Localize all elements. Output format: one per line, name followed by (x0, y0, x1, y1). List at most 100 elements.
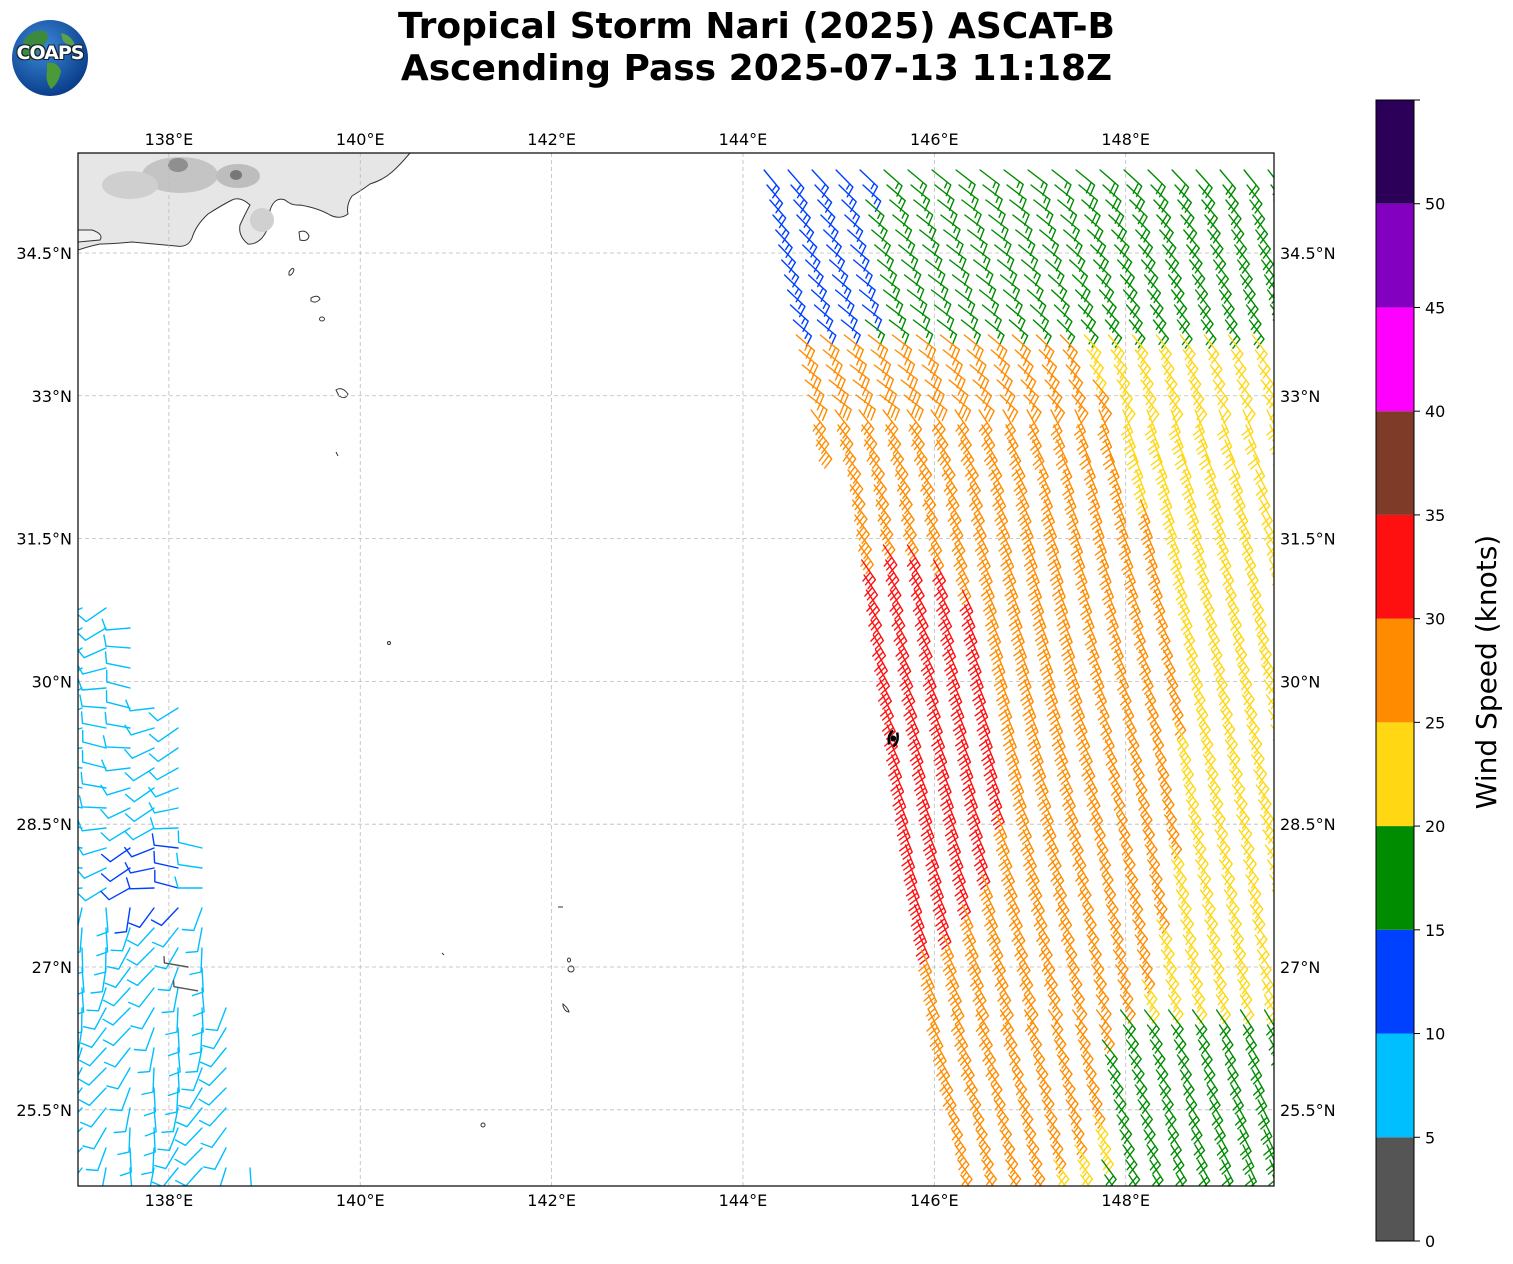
wind-barb (994, 244, 1015, 271)
wind-barb (915, 934, 930, 965)
wind-barb (165, 1087, 179, 1116)
wind-barb (999, 994, 1014, 1025)
wind-barb (1012, 214, 1033, 241)
wind-barb (1263, 1129, 1274, 1160)
wind-barb (942, 799, 957, 830)
wind-barb (955, 169, 976, 196)
wind-barb (1145, 544, 1158, 575)
wind-barb (967, 649, 982, 680)
wind-barb (1231, 469, 1244, 500)
wind-barb (980, 574, 995, 605)
wind-barb (1116, 379, 1133, 409)
wind-barb (822, 349, 843, 377)
wind-barb (154, 947, 179, 970)
wind-barb (987, 619, 1002, 650)
wind-barb (1152, 1054, 1169, 1084)
wind-barb (1015, 649, 1030, 680)
wind-barb (979, 874, 993, 905)
wind-barb (942, 949, 957, 980)
wind-barb (969, 364, 990, 392)
wind-barb (1138, 499, 1151, 530)
wind-barb (1125, 1159, 1141, 1186)
wind-barb (1007, 754, 1022, 785)
wind-barb (1066, 499, 1079, 530)
wind-barb (781, 259, 800, 288)
wind-barb (1023, 544, 1038, 575)
wind-barb (913, 919, 928, 950)
wind-barb (1272, 319, 1274, 322)
wind-barb (78, 845, 107, 856)
storm-symbol-center (890, 735, 897, 742)
wind-barb (1221, 304, 1238, 334)
wind-barb (1195, 424, 1208, 455)
wind-barb (148, 802, 179, 814)
wind-barb (766, 184, 784, 214)
wind-barb (1107, 1069, 1124, 1099)
lat-tick-label-right: 25.5°N (1280, 1101, 1336, 1120)
wind-barb (1162, 244, 1180, 274)
wind-barb (929, 1024, 944, 1055)
wind-barb (1156, 214, 1174, 243)
wind-barb (104, 1047, 131, 1068)
wind-barb (1254, 934, 1270, 965)
wind-barb (871, 469, 888, 499)
wind-barb (922, 664, 937, 695)
wind-barb (85, 1147, 107, 1172)
wind-barb (1187, 499, 1200, 530)
wind-barb (1083, 454, 1096, 485)
wind-barb (124, 767, 155, 782)
wind-barb (172, 979, 199, 992)
wind-barb (961, 199, 982, 226)
wind-barb (1231, 229, 1248, 259)
wind-barb (923, 499, 939, 530)
wind-barb (1122, 289, 1141, 319)
wind-barb (984, 319, 1005, 347)
wind-barb (106, 669, 131, 689)
wind-barb (1179, 754, 1194, 785)
wind-barb (807, 394, 828, 421)
wind-barb (1252, 919, 1268, 949)
wind-barb (219, 1167, 227, 1186)
wind-barb (901, 259, 922, 286)
wind-barb (903, 859, 918, 890)
wind-barb (1147, 859, 1163, 889)
wind-barb (1107, 454, 1120, 485)
wind-barb (1053, 1159, 1070, 1186)
wind-barb (1142, 829, 1158, 860)
wind-barb (1127, 889, 1144, 919)
wind-barb (1143, 274, 1162, 304)
wind-barb (1035, 334, 1055, 363)
wind-barb (951, 274, 973, 301)
wind-barb (817, 199, 836, 228)
wind-barb (954, 1024, 969, 1055)
wind-barb (796, 214, 815, 243)
wind-barb (1174, 184, 1192, 213)
wind-barb (100, 784, 131, 796)
wind-barb (1272, 1054, 1274, 1081)
wind-barb (1219, 859, 1236, 889)
wind-barb (999, 1129, 1016, 1159)
wind-barb (1205, 769, 1221, 799)
wind-barb (927, 274, 949, 301)
wind-barb (1239, 679, 1255, 710)
wind-barb (105, 690, 131, 709)
wind-barb (1249, 199, 1266, 229)
wind-barb (1078, 739, 1093, 770)
wind-barb (870, 349, 892, 376)
wind-barb (935, 904, 949, 935)
wind-barb (1073, 544, 1086, 575)
wind-barb (1175, 889, 1192, 919)
wind-barb (1117, 664, 1130, 695)
wind-barb (1104, 589, 1117, 620)
wind-barb (906, 289, 928, 316)
wind-barb (1002, 289, 1023, 317)
wind-barb (769, 199, 787, 229)
wind-barb (1122, 1144, 1138, 1175)
colorbar-bin-7 (1376, 411, 1414, 515)
wind-barb (1071, 394, 1089, 424)
wind-barb (1076, 424, 1089, 455)
wind-barb (102, 1027, 131, 1047)
wind-barb (1269, 1039, 1274, 1070)
wind-barb (1017, 814, 1032, 845)
wind-barb (1109, 619, 1122, 650)
